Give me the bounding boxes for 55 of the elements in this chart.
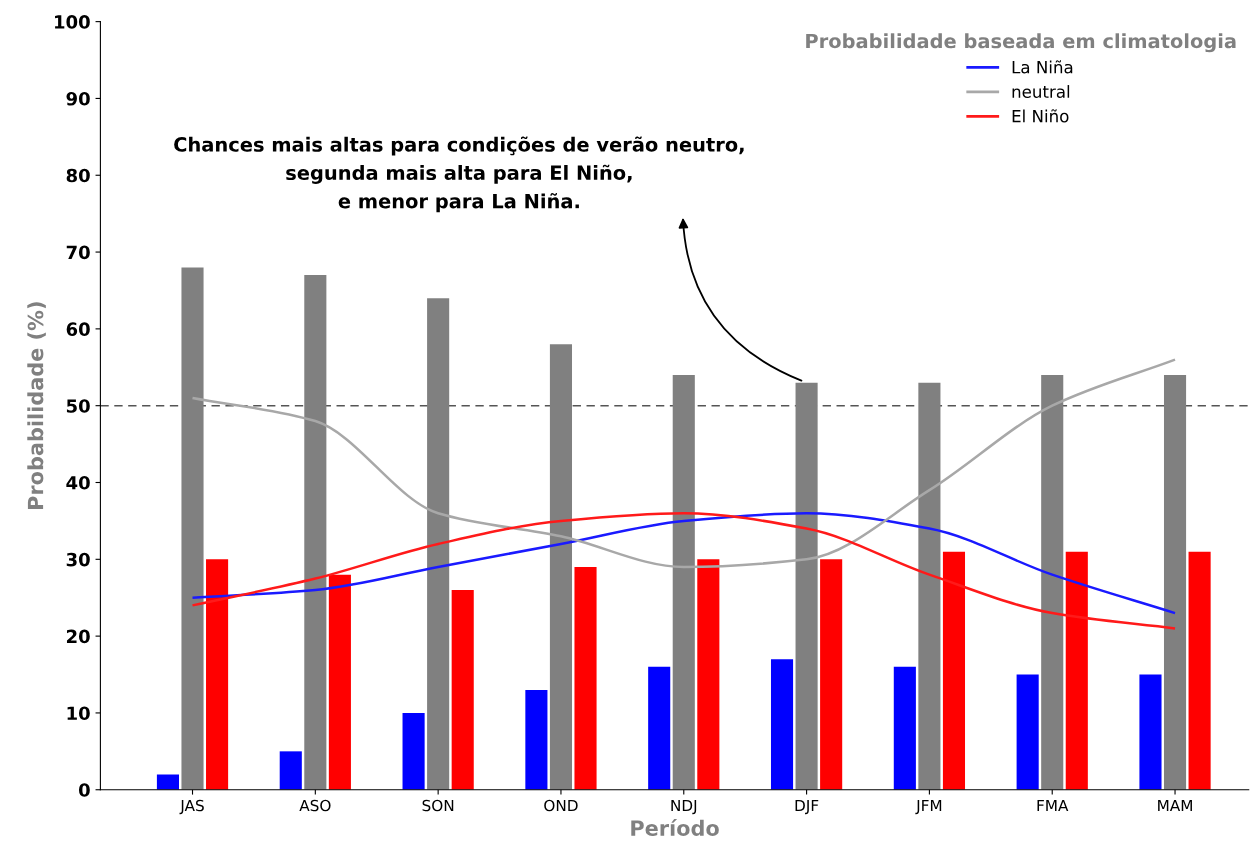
bar [893,666,916,790]
bar [1188,551,1211,790]
bar [328,574,351,790]
bar [206,559,229,790]
x-tick-label: SON [422,799,454,812]
x-tick-label: ASO [299,799,331,812]
legend-title: Probabilidade baseada em climatologia [806,33,1236,53]
bar [525,689,548,790]
bar [427,298,450,790]
bar [549,344,573,790]
bar [1139,674,1162,790]
bar [770,659,794,790]
y-tick-label: 0 [78,783,90,797]
bar [1016,674,1039,790]
x-axis-title: Período [631,818,719,836]
bar [1065,551,1088,790]
y-tick-label: 80 [66,168,90,183]
legend-label: neutral [1012,85,1070,98]
y-axis-title: Probabilidade (%) [27,302,46,509]
y-tick-label: 70 [66,245,90,260]
y-tick-label: 10 [67,706,90,721]
bar [942,551,966,790]
x-tick-label: JFM [915,799,942,815]
legend-label: El Niño [1012,109,1069,123]
annotation: Chances mais altas para condições de verão neutro, segunda mais alta para El Niño, e menor para La Niña. [174,136,744,213]
x-tick-label: DJF [795,799,819,815]
line-series [191,358,1177,569]
x-tick-label: NDJ [671,799,697,815]
y-tick-label: 100 [55,15,90,29]
y-tick-label: 20 [66,629,90,644]
bar [451,590,474,790]
bar [795,382,818,790]
legend-label: La Niña [1012,60,1073,74]
bar [574,566,597,790]
bar [1163,374,1187,790]
bar [304,275,327,790]
bar [820,559,843,790]
x-tick-label: OND [544,799,578,812]
bar [672,374,695,790]
bar [697,559,720,790]
bar [648,666,671,790]
y-tick-label: 50 [66,399,90,413]
y-tick-label: 40 [66,475,90,490]
x-tick-label: FMA [1037,799,1069,812]
x-tick-label: JAS [179,799,204,815]
bar [279,751,302,790]
bar [918,382,941,790]
bar [402,712,425,790]
y-tick-label: 60 [66,322,90,336]
bar [181,267,204,790]
x-tick-label: MAM [1158,799,1192,812]
y-tick-label: 30 [66,552,90,567]
bar [156,774,179,790]
bar [1041,374,1064,790]
y-tick-label: 90 [66,91,90,106]
